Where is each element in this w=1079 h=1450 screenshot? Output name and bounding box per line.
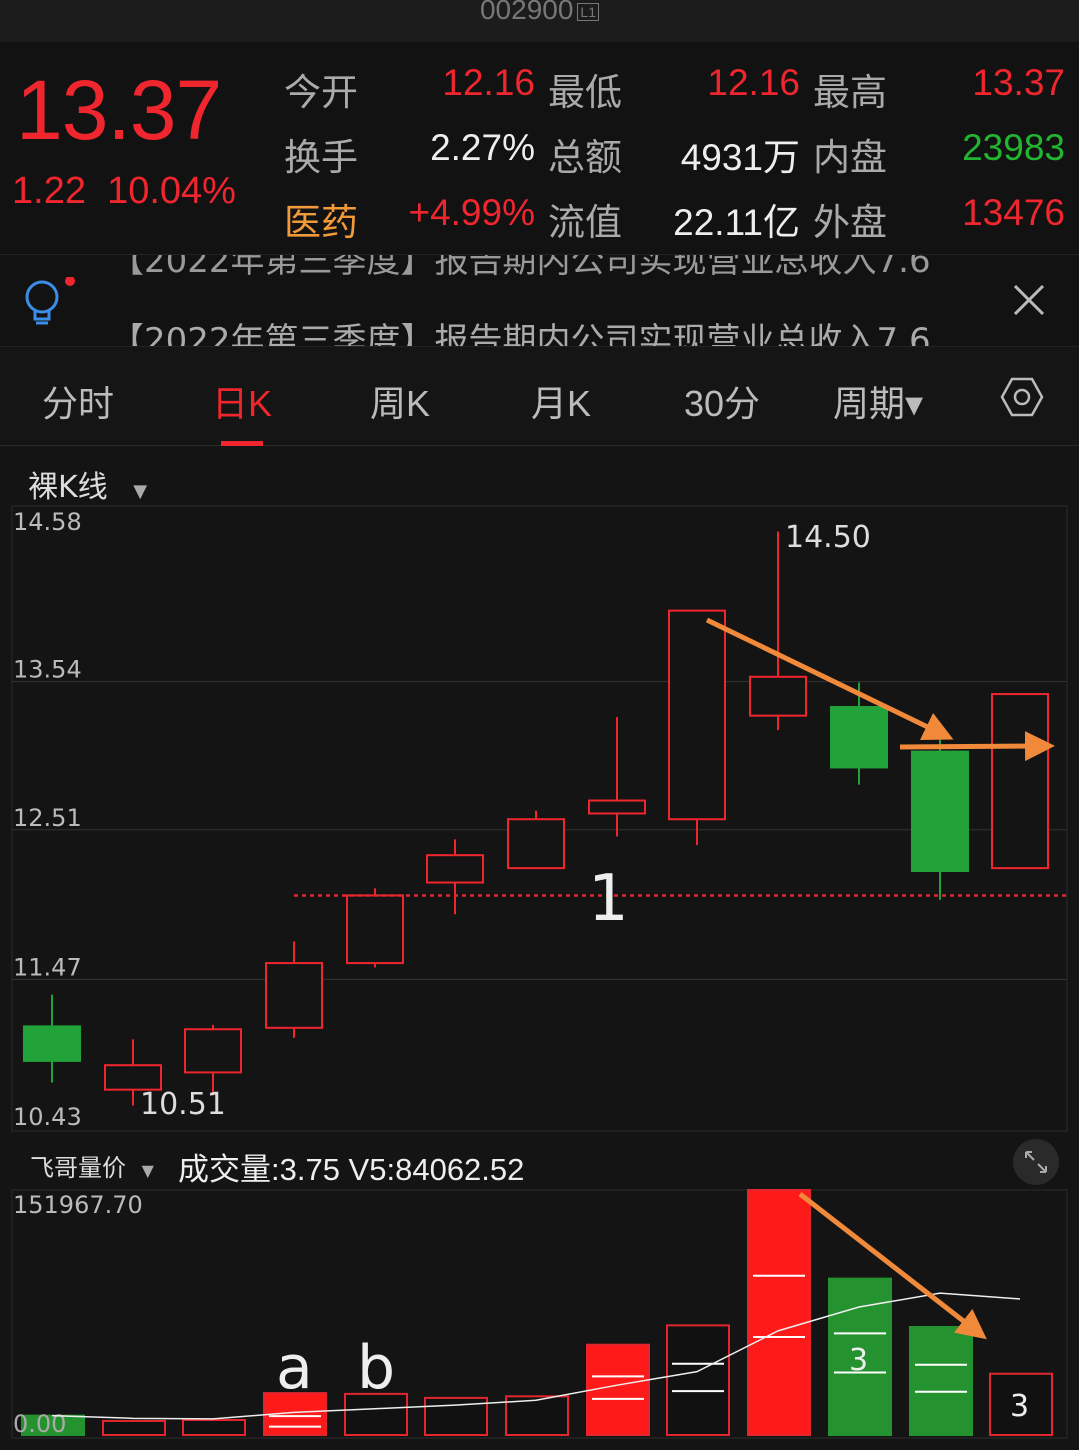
volume-annotation: a bbox=[276, 1333, 313, 1403]
tab-monthly-k[interactable]: 月K bbox=[531, 383, 592, 424]
candle-body bbox=[911, 750, 969, 873]
volume-bar bbox=[828, 1277, 892, 1436]
tab-daily-k[interactable]: 日K bbox=[212, 383, 273, 424]
volume-bar bbox=[102, 1419, 166, 1437]
volume-bar bbox=[344, 1392, 408, 1436]
trend-arrow bbox=[899, 731, 1055, 762]
volume-annotation: 3 bbox=[849, 1343, 868, 1378]
trend-arrow bbox=[798, 1192, 987, 1340]
volume-annotation: b bbox=[357, 1333, 395, 1403]
trend-arrow bbox=[705, 617, 954, 740]
active-tab-indicator bbox=[221, 441, 263, 446]
quote-label: 流值 bbox=[548, 202, 622, 243]
candle-body bbox=[426, 854, 484, 884]
quote-label: 最高 bbox=[813, 72, 887, 113]
ma5-line bbox=[51, 1292, 1021, 1420]
stock-code-text: 002900 bbox=[479, 0, 574, 25]
quote-label: 内盘 bbox=[813, 137, 887, 178]
candle-body bbox=[991, 693, 1049, 870]
y-tick-label: 10.43 bbox=[13, 1103, 82, 1131]
dropdown-arrow-icon: ▼ bbox=[133, 481, 148, 502]
volume-bar bbox=[21, 1414, 85, 1437]
quote-label: 外盘 bbox=[813, 202, 887, 243]
y-tick-label: 13.54 bbox=[13, 656, 82, 684]
volume-indicator-label: 飞哥量价 bbox=[30, 1154, 126, 1182]
volume-bar bbox=[182, 1419, 246, 1437]
notice-bar[interactable]: 【2022年第三季度】报告期内公司实现营业总收入7.6 【2022年第三季度】报… bbox=[0, 254, 1079, 346]
volume-bar bbox=[666, 1324, 730, 1437]
quote-value: 12.16 bbox=[442, 62, 535, 103]
quote-label: 今开 bbox=[284, 72, 358, 113]
quote-value: 12.16 bbox=[707, 62, 800, 103]
candle-body bbox=[184, 1028, 242, 1074]
volume-bar bbox=[586, 1343, 650, 1436]
candle-body bbox=[749, 675, 807, 717]
candle-body bbox=[346, 894, 404, 965]
volume-bar bbox=[909, 1325, 973, 1437]
quote-value: 22.11亿 bbox=[673, 202, 800, 243]
quote-value: 4931万 bbox=[680, 137, 800, 178]
y-tick-label: 14.58 bbox=[13, 508, 82, 536]
period-tabs: 分时 日K 周K 月K 30分 周期▾ bbox=[0, 346, 1079, 446]
annotation-label: 1 bbox=[588, 862, 629, 936]
quote-value: 2.27% bbox=[430, 127, 535, 168]
tab-weekly-k[interactable]: 周K bbox=[370, 383, 431, 424]
main-indicator-label: 裸K线 bbox=[28, 470, 108, 505]
low-price-label: 10.51 bbox=[140, 1087, 226, 1122]
change-pct: 10.04% bbox=[107, 170, 236, 212]
tab-period-dropdown[interactable]: 周期▾ bbox=[833, 383, 924, 424]
quote-value: +4.99% bbox=[408, 192, 535, 233]
notice-prev-text: 【2022年第三季度】报告期内公司实现营业总收入7.6 bbox=[110, 254, 931, 281]
change-value: 1.22 bbox=[12, 170, 86, 212]
level-badge: L1 bbox=[577, 2, 599, 21]
candle-body bbox=[104, 1064, 162, 1091]
expand-icon[interactable] bbox=[1012, 1138, 1060, 1186]
volume-bar bbox=[747, 1189, 811, 1436]
candlestick-chart[interactable]: 14.58 13.54 12.51 11.47 10.43 14.50 10.51 1 bbox=[0, 0, 1079, 1135]
candle-body bbox=[507, 818, 565, 870]
settings-hexagon-icon[interactable] bbox=[1000, 377, 1044, 417]
chart-frame bbox=[11, 505, 1068, 1132]
volume-bar bbox=[263, 1392, 327, 1437]
quote-panel bbox=[0, 42, 1079, 254]
volume-bar bbox=[505, 1395, 569, 1437]
candle-body bbox=[830, 706, 888, 769]
volume-bar bbox=[424, 1396, 488, 1437]
notice-text: 【2022年第三季度】报告期内公司实现营业总收入7.6 bbox=[110, 321, 931, 346]
candle-body bbox=[23, 1025, 81, 1062]
y-tick-label: 0.00 bbox=[13, 1410, 66, 1438]
close-icon[interactable] bbox=[1012, 283, 1046, 317]
y-tick-label: 151967.70 bbox=[13, 1191, 143, 1219]
quote-label: 总额 bbox=[548, 137, 622, 178]
volume-annotation: 3 bbox=[1010, 1389, 1029, 1424]
chart-frame bbox=[11, 1189, 1068, 1439]
last-price: 13.37 bbox=[16, 63, 222, 157]
quote-value: 23983 bbox=[962, 127, 1065, 168]
dropdown-arrow-icon: ▼ bbox=[141, 1161, 154, 1180]
candle-body bbox=[588, 799, 646, 815]
main-indicator-selector[interactable]: 裸K线 ▼ bbox=[28, 462, 147, 506]
price-change: 1.22 10.04% bbox=[12, 170, 236, 213]
high-price-label: 14.50 bbox=[785, 520, 871, 555]
lightbulb-icon bbox=[25, 277, 75, 325]
tab-intraday[interactable]: 分时 bbox=[42, 383, 115, 424]
volume-readout: 成交量:3.75 V5:84062.52 bbox=[178, 1152, 525, 1187]
volume-indicator-selector[interactable]: 飞哥量价 ▼ bbox=[30, 1148, 154, 1183]
y-tick-label: 11.47 bbox=[13, 953, 82, 981]
volume-bar bbox=[989, 1372, 1053, 1436]
title-bar: 002900 L1 bbox=[0, 0, 1079, 42]
quote-label: 最低 bbox=[548, 72, 622, 113]
y-tick-label: 12.51 bbox=[13, 804, 82, 832]
candle-body bbox=[265, 962, 323, 1029]
stock-code: 002900 L1 bbox=[0, 0, 1079, 26]
quote-value: 13.37 bbox=[972, 62, 1065, 103]
quote-label: 医药 bbox=[284, 202, 358, 243]
quote-label: 换手 bbox=[284, 137, 358, 178]
quote-value: 13476 bbox=[962, 192, 1065, 233]
tab-30min[interactable]: 30分 bbox=[684, 383, 761, 424]
candle-body bbox=[668, 609, 726, 821]
